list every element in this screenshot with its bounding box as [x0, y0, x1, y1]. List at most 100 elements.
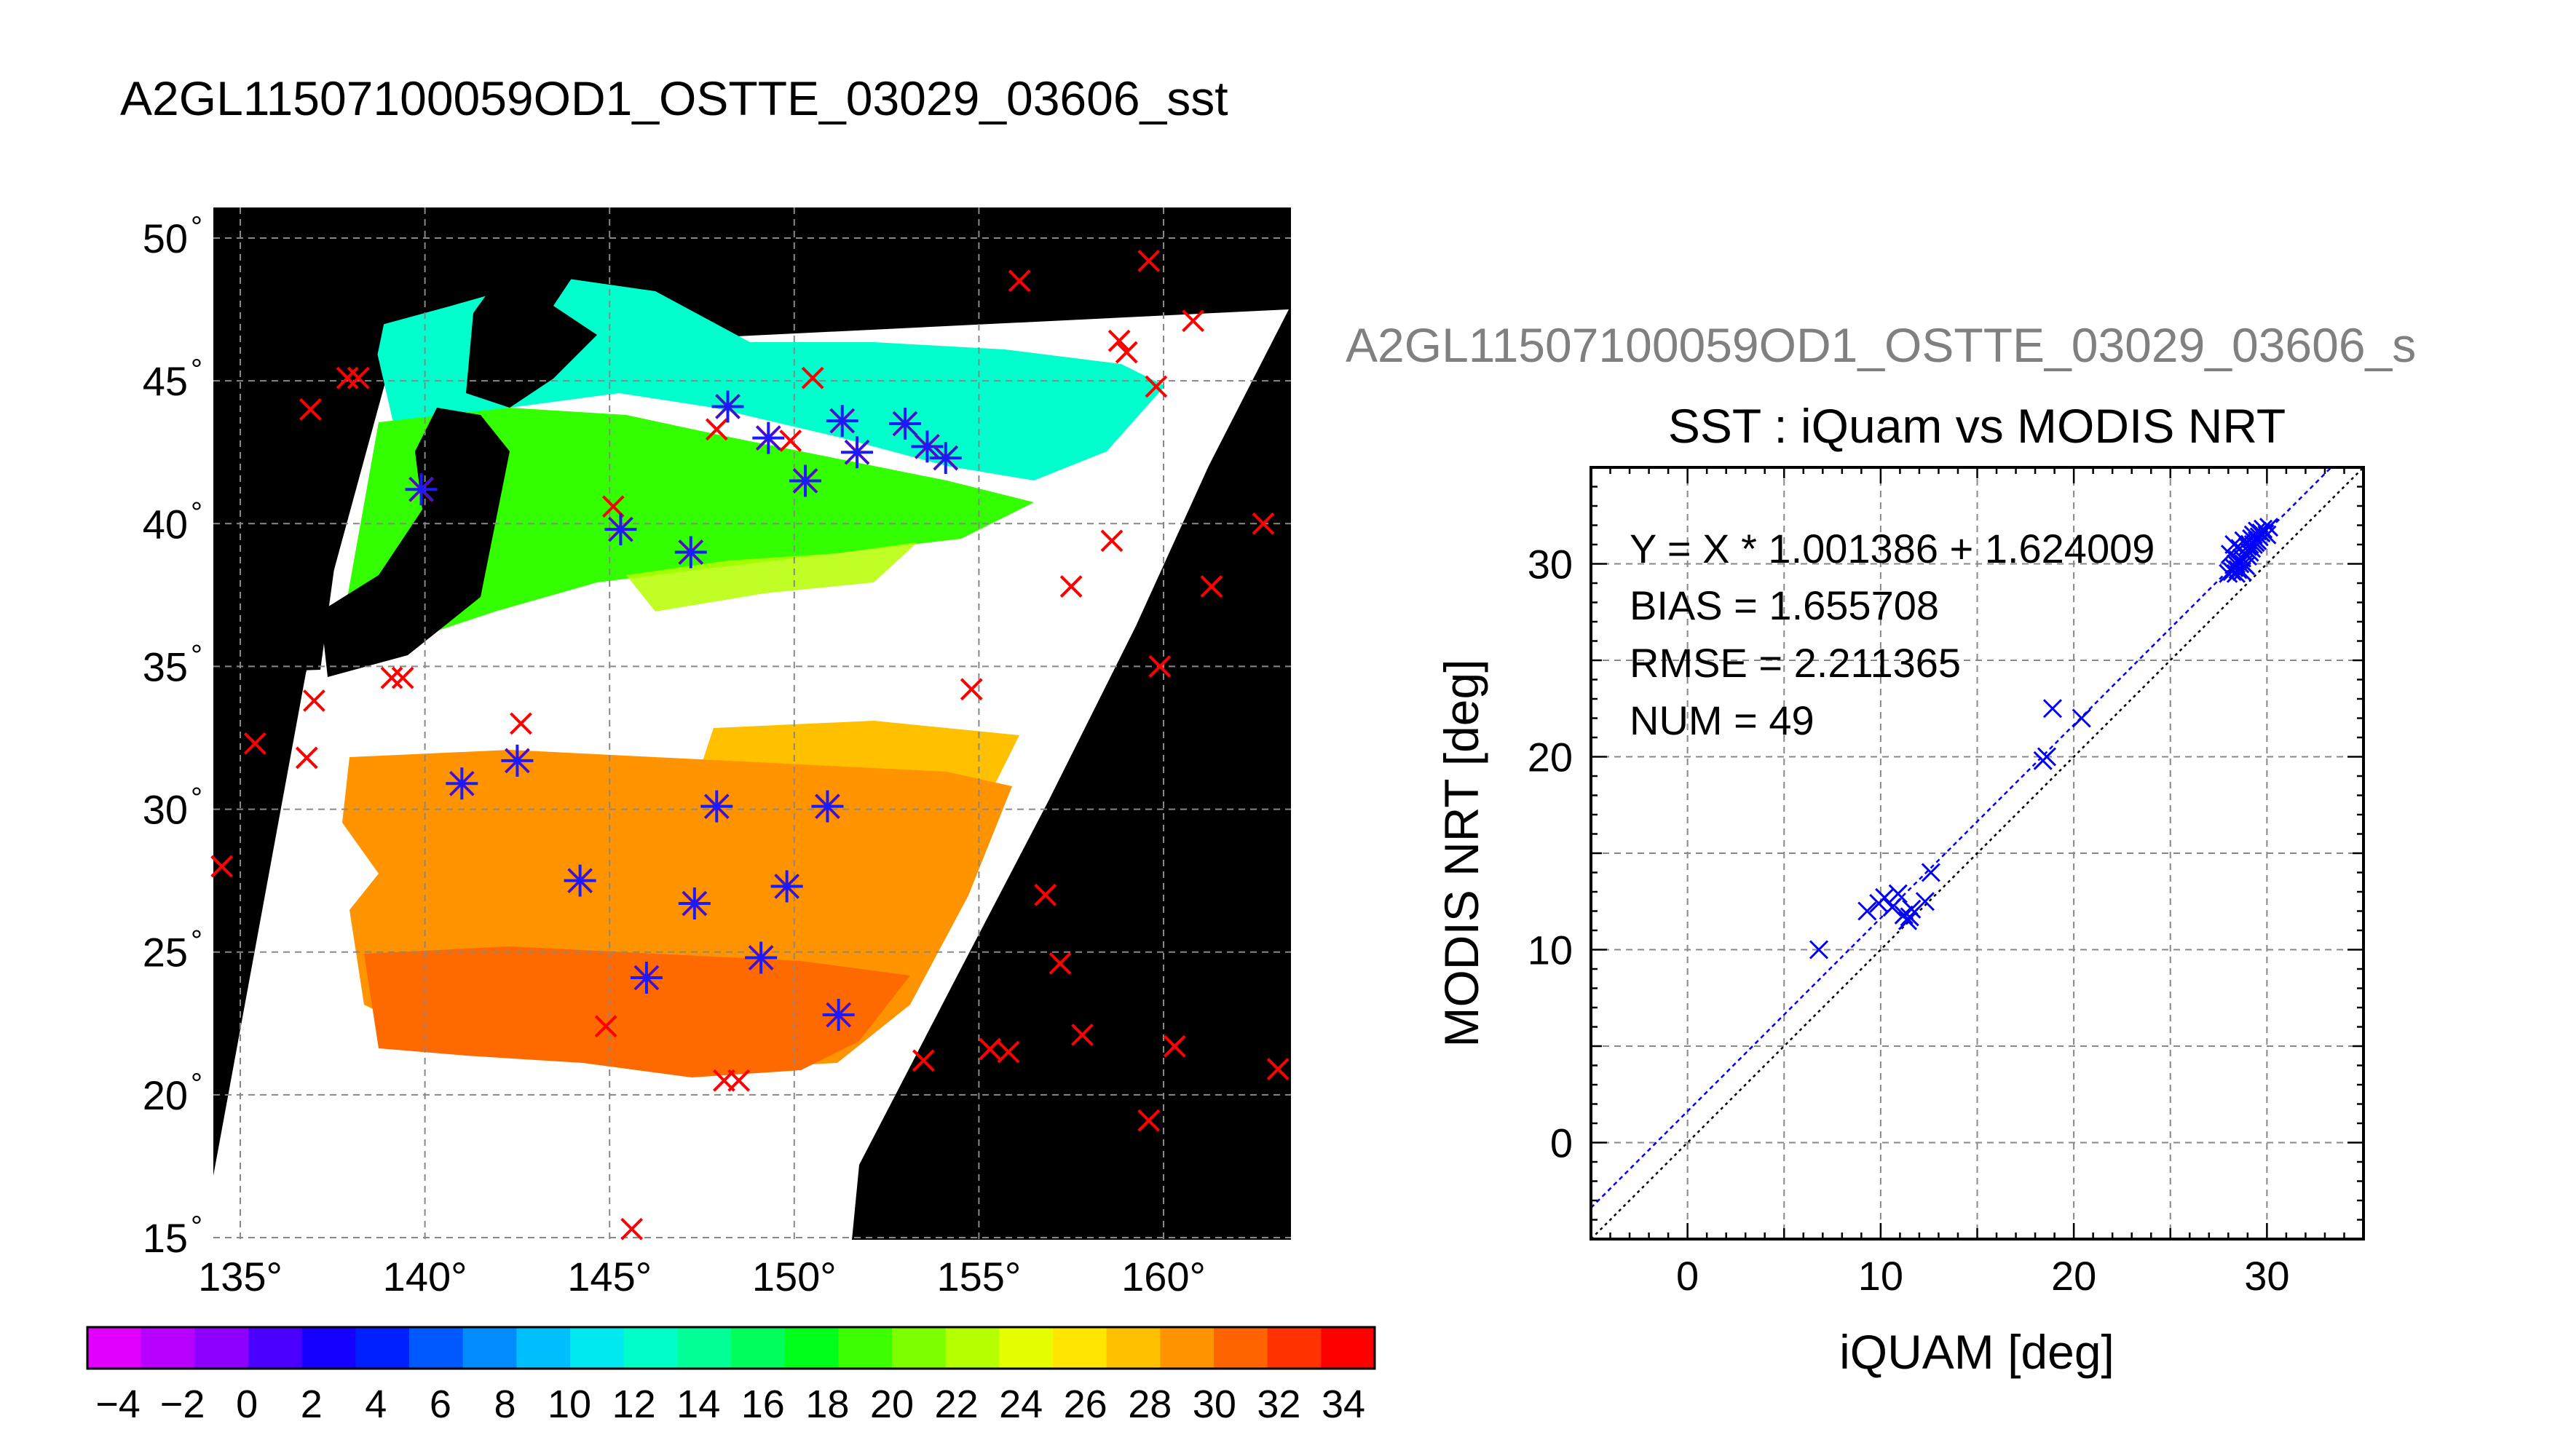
x-tick-label: 20	[2051, 1253, 2096, 1299]
scatter-point	[2248, 521, 2267, 541]
colorbar-tick-label: 30	[1193, 1382, 1236, 1426]
scatter-point	[1921, 863, 1940, 882]
scatter-point	[1900, 907, 1919, 927]
colorbar-cell	[301, 1327, 356, 1369]
colorbar-tick-label: 12	[612, 1382, 656, 1426]
scatter-panel: 0 10 20 30 0 10 20 30 Y = X * 1.001386 + 1.624…	[1434, 466, 2365, 1379]
lon-tick-label: 160°	[1121, 1254, 1206, 1299]
iquam-marker-stroke-b	[510, 712, 532, 735]
iquam-marker-stroke-b	[1008, 269, 1031, 293]
lat-degree-mark: °	[191, 354, 202, 386]
scatter-point-stroke-b	[1915, 892, 1935, 911]
colorbar-tick-label: 32	[1257, 1382, 1300, 1426]
scatter-points	[1809, 518, 2279, 960]
iquam-marker-stroke-b	[801, 366, 824, 389]
iquam-marker-stroke-b	[1200, 575, 1223, 598]
colorbar-tick-label: 16	[741, 1382, 785, 1426]
colorbar-tick-label: 6	[430, 1382, 451, 1426]
scatter-point	[1875, 887, 1895, 908]
colorbar-cell	[141, 1327, 195, 1369]
scatter-point-stroke-b	[2251, 523, 2271, 543]
lon-tick-label: 150°	[752, 1254, 837, 1299]
x-axis-label: iQUAM [deg]	[1839, 1325, 2114, 1379]
iquam-marker	[979, 1037, 1002, 1061]
scatter-point-stroke-b	[1882, 898, 1902, 917]
iquam-marker-stroke-b	[1145, 375, 1168, 398]
lat-degree-mark: °	[191, 925, 202, 957]
matchup-marker-d2	[892, 411, 918, 437]
matchup-marker-d2	[633, 965, 659, 991]
scatter-point-stroke-b	[1809, 940, 1829, 960]
iquam-marker-stroke-b	[299, 397, 322, 421]
iquam-marker	[303, 689, 325, 712]
matchup-marker	[630, 962, 663, 994]
colorbar-tick-label: 24	[999, 1382, 1043, 1426]
iquam-marker	[1252, 512, 1275, 535]
lat-degree-mark: °	[191, 211, 202, 243]
iquam-marker-stroke-b	[594, 1015, 617, 1038]
colorbar-cell	[892, 1327, 947, 1369]
iquam-marker	[620, 1217, 644, 1241]
colorbar-cell	[1321, 1327, 1375, 1369]
iquam-marker	[295, 746, 318, 769]
lon-tick-label: 145°	[567, 1254, 652, 1299]
matchup-marker	[564, 864, 596, 897]
scatter-point	[2042, 699, 2063, 719]
sst-south-red-orange	[364, 946, 910, 1077]
matchup-marker	[811, 790, 844, 823]
iquam-marker-stroke-b	[243, 732, 266, 755]
iquam-marker	[1115, 341, 1138, 364]
matchup-marker	[789, 464, 822, 497]
iquam-marker	[912, 1049, 935, 1072]
lat-tick-label: 50	[143, 215, 188, 261]
iquam-marker	[1182, 309, 1204, 333]
iquam-marker-stroke-b	[620, 1217, 644, 1241]
identity-line	[1591, 467, 2364, 1239]
matchup-marker-d2	[774, 874, 799, 899]
colorbar-cell	[1053, 1327, 1107, 1369]
y-axis-label: MODIS NRT [deg]	[1434, 659, 1488, 1047]
iquam-marker-stroke-b	[1252, 512, 1275, 535]
matchup-marker-d2	[815, 794, 840, 819]
colorbar-tick-label: −4	[95, 1382, 141, 1426]
iquam-marker-stroke-b	[912, 1049, 935, 1072]
iquam-marker-stroke-b	[210, 855, 234, 878]
iquam-marker	[779, 430, 802, 452]
rmse-stat: RMSE = 2.211365	[1630, 640, 1961, 686]
iquam-marker	[336, 366, 359, 389]
num-stat: NUM = 49	[1630, 697, 1814, 743]
colorbar-cell	[623, 1327, 678, 1369]
colorbar-cell	[677, 1327, 732, 1369]
iquam-marker-stroke-b	[336, 366, 359, 389]
colorbar-cell	[1106, 1327, 1161, 1369]
colorbar-cell	[784, 1327, 839, 1369]
y-tick-label: 30	[1528, 542, 1573, 587]
iquam-marker	[1071, 1024, 1094, 1046]
scatter-point-stroke-b	[2254, 519, 2273, 539]
colorbar-cell	[409, 1327, 464, 1369]
matchup-marker	[678, 887, 711, 920]
map-markers	[210, 249, 1290, 1241]
scatter-point	[1882, 898, 1902, 917]
iquam-marker-stroke-b	[1115, 341, 1138, 364]
matchup-marker-d2	[408, 477, 434, 502]
scatter-ticks	[1590, 466, 2365, 1241]
scatter-point-stroke-b	[2257, 525, 2277, 545]
iquam-marker-stroke-b	[1266, 1058, 1290, 1080]
scatter-point-stroke-b	[1894, 905, 1914, 925]
iquam-marker-stroke-b	[1100, 529, 1124, 553]
iquam-marker	[1266, 1058, 1290, 1080]
lat-degree-mark: °	[191, 496, 202, 529]
iquam-marker	[299, 397, 322, 421]
iquam-marker-stroke-b	[997, 1040, 1020, 1064]
matchup-marker-d2	[678, 539, 703, 565]
scatter-point	[1888, 884, 1908, 903]
iquam-marker-stroke-b	[1107, 329, 1131, 352]
matchup-marker	[604, 513, 637, 546]
iquam-marker	[705, 418, 728, 441]
colorbar-cell	[248, 1327, 303, 1369]
iquam-marker	[601, 495, 625, 518]
scatter-overlap-title: A2GL11507100059OD1_OSTTE_03029_03606_s	[1346, 318, 2416, 372]
scatter-point	[2257, 525, 2277, 545]
lat-degree-mark: °	[191, 783, 202, 815]
